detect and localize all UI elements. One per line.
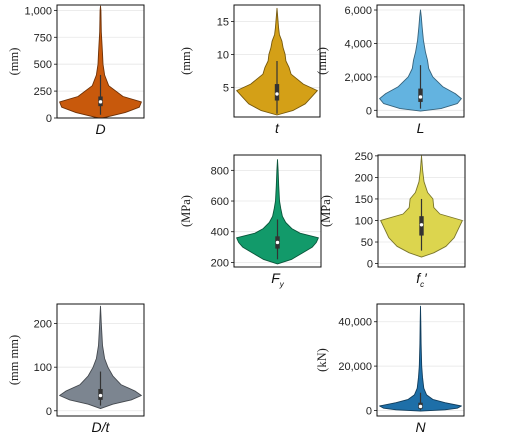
- x-axis-label-fy: Fy: [271, 270, 285, 289]
- y-tick-label: 600: [211, 196, 229, 208]
- y-tick-label: 250: [355, 151, 373, 163]
- y-tick-label: 6,000: [344, 5, 372, 17]
- x-axis-label-dt: D/t: [92, 419, 111, 435]
- median-marker-fy: [275, 240, 280, 245]
- median-marker-fc: [419, 223, 424, 227]
- y-tick-label: 0: [367, 259, 373, 271]
- y-axis-label-d: (mm): [7, 48, 21, 76]
- violin-panel-fc: 0 50 100 150 200 250 (MPa) fc′: [319, 151, 466, 289]
- median-marker-n: [418, 404, 423, 409]
- plot-frame-dt: [56, 303, 145, 417]
- x-axis-label-n: N: [415, 419, 426, 435]
- x-axis-label-t: t: [275, 120, 280, 136]
- y-tick-label: 5: [223, 82, 229, 94]
- y-axis-label-fy: (MPa): [179, 195, 193, 227]
- y-tick-label: 200: [34, 319, 52, 331]
- violin-body-l: [379, 9, 462, 112]
- y-tick-label: 800: [211, 165, 229, 177]
- x-axis-label-d: D: [95, 121, 105, 137]
- plot-frame-l: [376, 4, 465, 118]
- y-tick-label: 50: [361, 237, 373, 249]
- y-tick-label: 10: [217, 49, 229, 61]
- median-marker-l: [418, 95, 423, 99]
- violin-body-fy: [236, 159, 319, 265]
- y-tick-label: 0: [366, 105, 372, 117]
- y-tick-label: 400: [211, 227, 229, 239]
- violin-panel-n: 0 20,000 40,000 (kN) N: [315, 303, 465, 435]
- y-tick-label: 0: [46, 113, 52, 125]
- y-axis-label-l: (mm): [315, 47, 329, 75]
- median-marker-d: [98, 100, 103, 104]
- median-marker-t: [275, 92, 279, 96]
- violin-panel-dt: 0 100 200 (mm mm) D/t: [7, 303, 145, 435]
- y-tick-label: 40,000: [338, 317, 372, 329]
- violin-panel-d: 0 250 500 750 1,000 (mm) D: [7, 4, 145, 137]
- y-axis-label-dt: (mm mm): [7, 335, 21, 385]
- y-tick-label: 500: [34, 59, 52, 71]
- plot-frame-n: [376, 303, 465, 417]
- y-tick-label: 4,000: [344, 38, 372, 50]
- violin-body-d: [59, 5, 142, 119]
- y-tick-label: 250: [34, 86, 52, 98]
- y-tick-label: 100: [34, 362, 52, 374]
- y-tick-label: 200: [211, 257, 229, 269]
- x-axis-label-fc: fc′: [416, 270, 428, 289]
- y-axis-label-fc: (MPa): [319, 195, 333, 227]
- violin-panel-t: 5 10 15 (mm) t: [179, 4, 321, 136]
- y-tick-label: 0: [366, 405, 372, 417]
- y-tick-label: 150: [355, 194, 373, 206]
- y-tick-label: 2,000: [344, 72, 372, 84]
- plot-frame-d: [56, 4, 145, 119]
- plot-frame-fy: [233, 154, 322, 268]
- violin-panel-l: 0 2,000 4,000 6,000 (mm) L: [315, 4, 465, 136]
- plot-frame-fc: [377, 154, 466, 268]
- violin-panel-fy: 200 400 600 800 (MPa) Fy: [179, 154, 322, 289]
- y-axis-label-t: (mm): [179, 47, 193, 75]
- violin-body-n: [379, 305, 462, 412]
- y-tick-label: 100: [355, 215, 373, 227]
- y-tick-label: 200: [355, 172, 373, 184]
- y-tick-label: 15: [217, 16, 229, 28]
- y-tick-label: 1,000: [24, 5, 52, 17]
- plot-frame-t: [233, 4, 321, 118]
- violin-body-dt: [59, 305, 142, 410]
- y-tick-label: 20,000: [338, 361, 372, 373]
- y-tick-label: 750: [34, 32, 52, 44]
- y-tick-label: 0: [46, 406, 52, 418]
- x-axis-label-l: L: [417, 120, 425, 136]
- y-axis-label-n: (kN): [315, 348, 329, 372]
- median-marker-dt: [98, 393, 103, 398]
